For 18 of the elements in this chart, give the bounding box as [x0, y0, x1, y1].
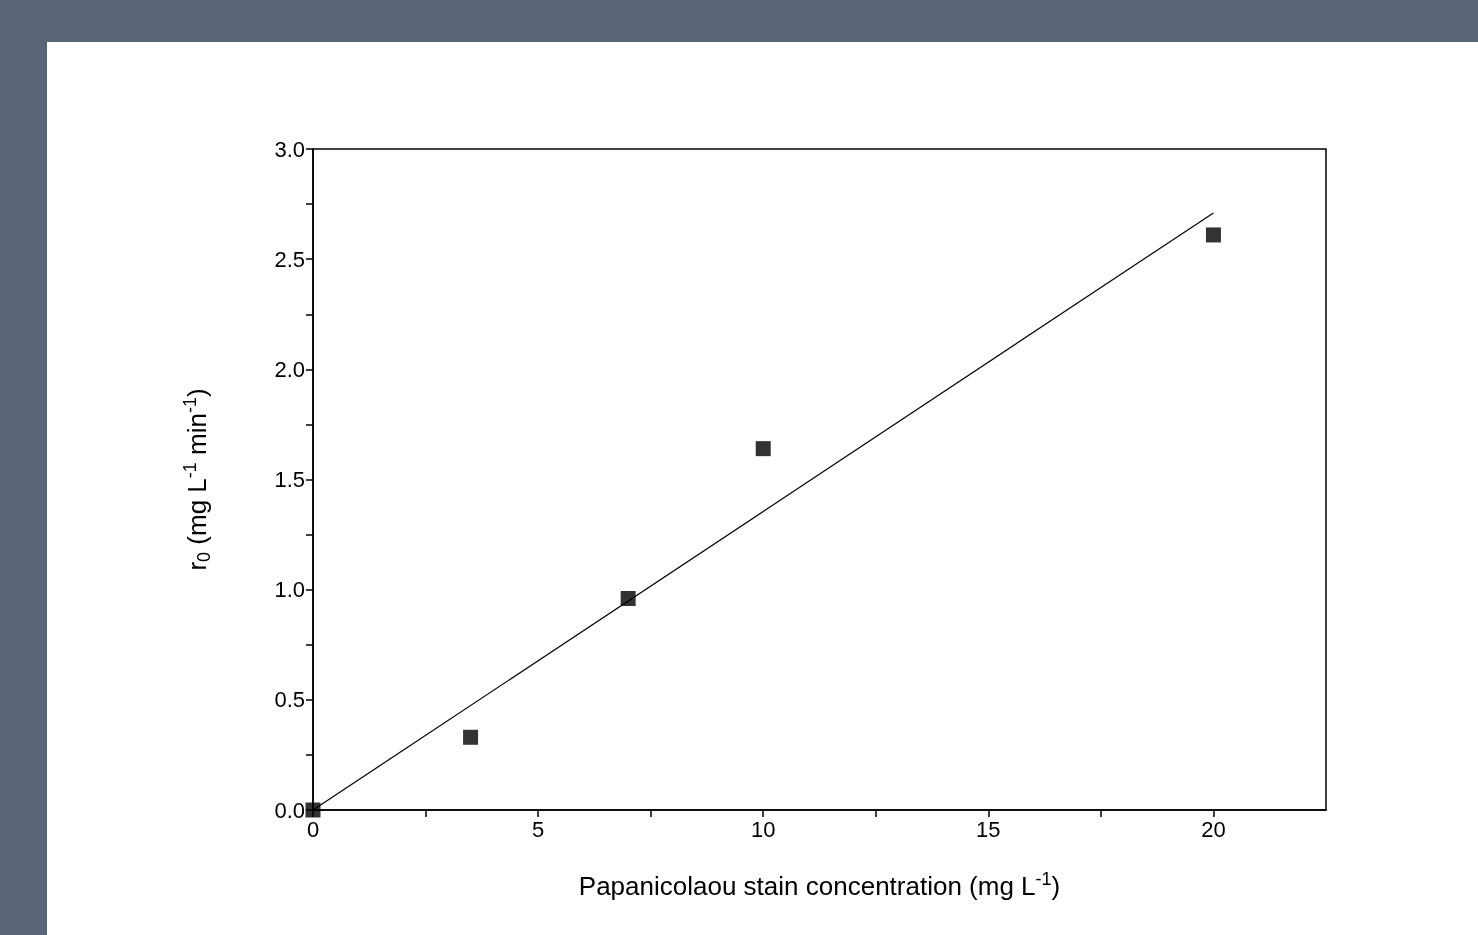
point [463, 729, 479, 745]
point [620, 590, 636, 606]
y-tick-label: 2.5 [274, 246, 305, 272]
y-tick-label: 1.0 [274, 577, 305, 603]
point [755, 441, 771, 457]
point [1205, 227, 1221, 243]
x-tick-label: 10 [750, 816, 776, 842]
y-tick-label: 2.0 [274, 356, 305, 382]
y-axis-title: r0 (mg L-1 min-1) [180, 388, 214, 571]
point [305, 802, 321, 818]
x-tick-label: 20 [1201, 816, 1226, 842]
x-tick-label: 5 [531, 816, 545, 842]
y-tick-label: 3.0 [274, 136, 305, 162]
y-tick-label: 0.5 [274, 687, 305, 713]
x-tick-label: 0 [306, 816, 320, 842]
y-tick-label: 1.5 [274, 467, 305, 492]
x-tick-label: 15 [976, 816, 1001, 842]
y-tick-label: 0.0 [274, 797, 305, 823]
